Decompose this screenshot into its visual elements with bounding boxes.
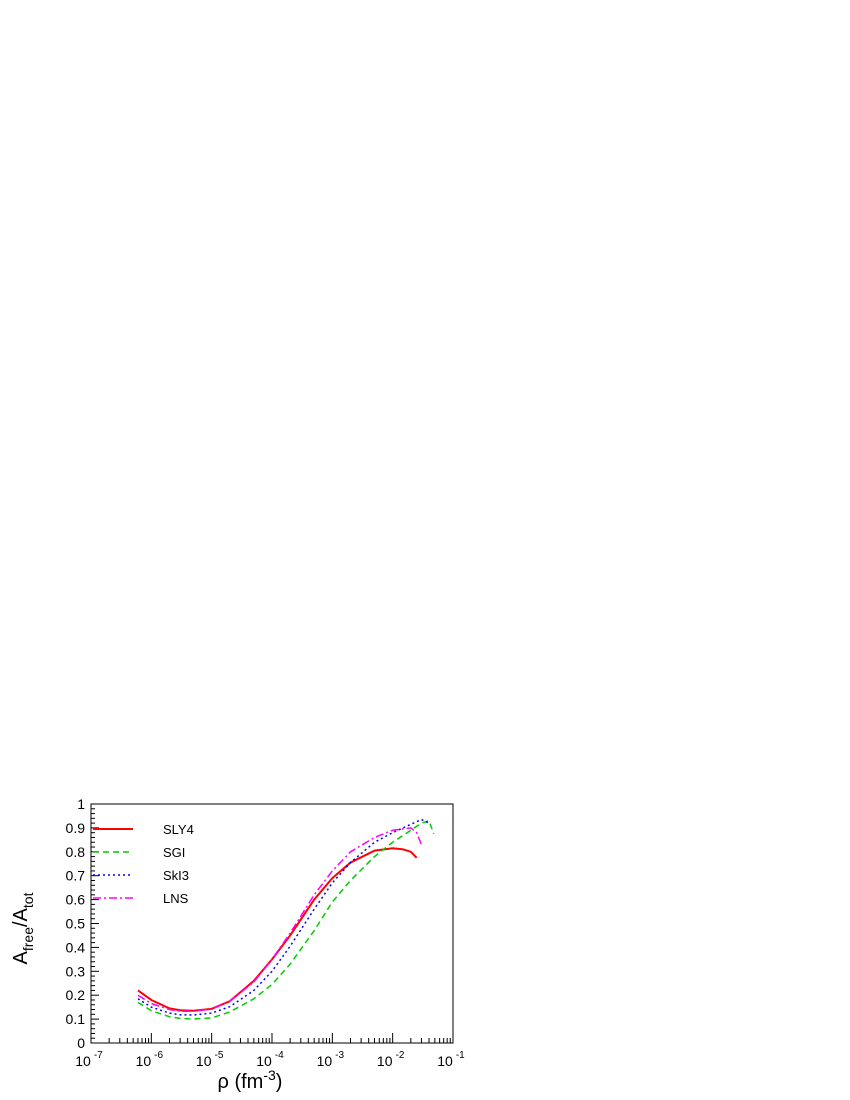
series-lines [137,818,435,1020]
y-tick-label: 0.2 [66,987,86,1003]
x-axis-title: ρ (fm-3) [218,1067,283,1093]
y-tick-label: 0.8 [66,844,86,860]
y-tick-label: 0.7 [66,868,86,884]
legend-label-lns: LNS [163,891,189,906]
legend: SLY4 SGI SkI3 LNS [93,822,194,906]
y-axis-title: Afree/Atot [10,892,36,964]
y-tick-label: 0.1 [66,1011,86,1027]
y-tick-label: 0 [77,1035,85,1051]
series-line-ski3 [137,818,430,1016]
x-tick-label: 10 -4 [256,1050,284,1069]
x-tick-label: 10 -7 [75,1050,103,1069]
x-tick-label: 10 -1 [437,1050,465,1069]
legend-label-sgi: SGI [163,845,185,860]
y-tick-label: 0.4 [66,939,86,955]
x-tick-label: 10 -2 [377,1050,405,1069]
plot-area [90,803,454,1044]
series-line-lns [137,827,423,1012]
y-tick-label: 0.6 [66,892,86,908]
x-tick-label: 10 -3 [317,1050,345,1069]
x-tick-label: 10 -5 [196,1050,224,1069]
y-tick-label: 0.9 [66,820,86,836]
series-line-sgi [137,819,435,1020]
plot-frame [90,803,454,1044]
y-tick-label: 0.3 [66,963,86,979]
legend-label-ski3: SkI3 [163,868,189,883]
y-tick-label: 0.5 [66,916,86,932]
legend-label-sly4: SLY4 [163,822,194,837]
y-tick-label: 1 [77,796,85,812]
axis-ticks: 0 0.1 0.2 0.3 0.4 0.5 0.6 0.7 0.8 0.9 1 10 -7 10 -6 10-… [66,796,466,1069]
x-tick-label: 10 -6 [136,1050,164,1069]
